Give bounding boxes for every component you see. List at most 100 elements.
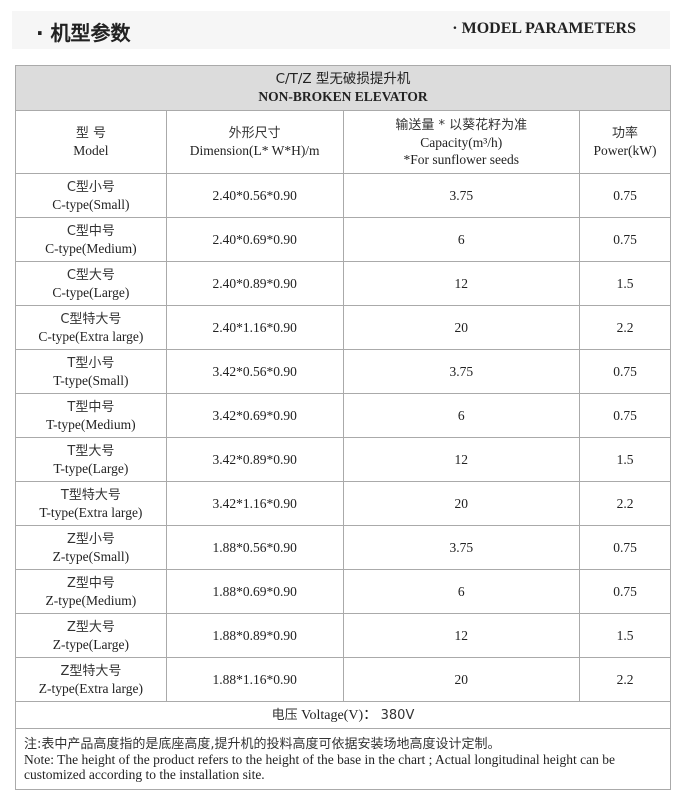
power-cell: 1.5 <box>579 613 671 658</box>
model-en: T-type(Small) <box>53 372 129 388</box>
model-en: C-type(Medium) <box>45 240 137 256</box>
voltage-row: 电压 Voltage(V)： 380V <box>15 701 671 729</box>
col-power-en: Power(kW) <box>593 143 657 158</box>
dimension-cell: 3.42*0.56*0.90 <box>165 349 344 394</box>
capacity-cell: 20 <box>342 305 581 350</box>
col-model-en: Model <box>73 143 109 158</box>
model-cn: C型小号 <box>66 179 115 195</box>
table-row: Z型小号 Z-type(Small) 1.88*0.56*0.90 3.75 0.… <box>15 525 671 570</box>
voltage-label: Voltage(V)： <box>301 707 378 723</box>
model-cn: T型小号 <box>67 355 115 371</box>
model-en: T-type(Medium) <box>46 416 136 432</box>
model-en: C-type(Large) <box>52 284 130 300</box>
model-cell: T型中号 T-type(Medium) <box>15 393 167 438</box>
table-row: C型大号 C-type(Large) 2.40*0.89*0.90 12 1.5 <box>15 261 671 306</box>
table-title-en: NON-BROKEN ELEVATOR <box>258 89 428 104</box>
capacity-cell: 6 <box>342 393 581 438</box>
capacity-cell: 3.75 <box>342 525 581 570</box>
model-cn: C型中号 <box>66 223 115 239</box>
power-cell: 0.75 <box>579 393 671 438</box>
model-cell: C型小号 C-type(Small) <box>15 173 167 218</box>
model-cell: T型小号 T-type(Small) <box>15 349 167 394</box>
table-row: Z型中号 Z-type(Medium) 1.88*0.69*0.90 6 0.75 <box>15 569 671 614</box>
model-cn: T型中号 <box>67 399 115 415</box>
dimension-cell: 2.40*0.56*0.90 <box>165 173 344 218</box>
dimension-cell: 2.40*0.69*0.90 <box>165 217 344 262</box>
dimension-cell: 1.88*0.56*0.90 <box>165 525 344 570</box>
power-cell: 2.2 <box>579 305 671 350</box>
capacity-cell: 3.75 <box>342 173 581 218</box>
capacity-cell: 6 <box>342 217 581 262</box>
dimension-cell: 1.88*0.69*0.90 <box>165 569 344 614</box>
voltage-value: 380V <box>380 707 415 723</box>
capacity-cell: 20 <box>342 657 581 702</box>
power-cell: 0.75 <box>579 173 671 218</box>
model-en: C-type(Small) <box>52 196 130 212</box>
col-capacity-cn: 输送量 * 以葵花籽为准 <box>395 117 528 133</box>
capacity-cell: 20 <box>342 481 581 526</box>
model-cell: C型中号 C-type(Medium) <box>15 217 167 262</box>
model-cn: T型大号 <box>67 443 115 459</box>
model-cn: Z型中号 <box>66 575 115 591</box>
table-row: Z型大号 Z-type(Large) 1.88*0.89*0.90 12 1.5 <box>15 613 671 658</box>
col-model-cn: 型 号 <box>75 126 106 141</box>
model-cell: C型特大号 C-type(Extra large) <box>15 305 167 350</box>
capacity-cell: 12 <box>342 437 581 482</box>
col-power-cn: 功率 <box>612 126 639 141</box>
capacity-cell: 6 <box>342 569 581 614</box>
section-header: · 机型参数 · MODEL PARAMETERS <box>12 11 670 49</box>
model-en: Z-type(Medium) <box>45 592 137 608</box>
table-row: C型特大号 C-type(Extra large) 2.40*1.16*0.90 … <box>15 305 671 350</box>
model-cn: Z型小号 <box>66 531 115 547</box>
dimension-cell: 3.42*1.16*0.90 <box>165 481 344 526</box>
model-cn: T型特大号 <box>60 487 121 503</box>
model-en: Z-type(Extra large) <box>38 680 144 696</box>
power-cell: 0.75 <box>579 569 671 614</box>
note-cn: 注:表中产品高度指的是底座高度,提升机的投料高度可依据安装场地高度设计定制。 <box>24 736 501 752</box>
power-cell: 1.5 <box>579 261 671 306</box>
col-capacity-en: Capacity(m³/h) <box>420 134 503 150</box>
parameters-table: C/T/Z 型无破损提升机 NON-BROKEN ELEVATOR 型 号 Mod… <box>15 65 671 790</box>
table-row: T型特大号 T-type(Extra large) 3.42*1.16*0.90 … <box>15 481 671 526</box>
voltage-cn: 电压 <box>271 707 298 723</box>
section-title-cn: · 机型参数 <box>36 21 131 45</box>
model-cn: Z型大号 <box>66 619 115 635</box>
table-row: C型中号 C-type(Medium) 2.40*0.69*0.90 6 0.75 <box>15 217 671 262</box>
col-dimension: 外形尺寸 Dimension(L* W*H)/m <box>165 110 344 174</box>
table-row: C型小号 C-type(Small) 2.40*0.56*0.90 3.75 0.… <box>15 173 671 218</box>
model-cell: Z型大号 Z-type(Large) <box>15 613 167 658</box>
model-cn: Z型特大号 <box>60 663 122 679</box>
col-power: 功率 Power(kW) <box>579 110 671 174</box>
table-row: Z型特大号 Z-type(Extra large) 1.88*1.16*0.90 … <box>15 657 671 702</box>
col-capacity: 输送量 * 以葵花籽为准 Capacity(m³/h) *For sunflower… <box>342 110 581 174</box>
capacity-cell: 12 <box>342 261 581 306</box>
dimension-cell: 1.88*1.16*0.90 <box>165 657 344 702</box>
model-cn: C型大号 <box>66 267 115 283</box>
model-cell: Z型小号 Z-type(Small) <box>15 525 167 570</box>
power-cell: 0.75 <box>579 525 671 570</box>
power-cell: 2.2 <box>579 481 671 526</box>
table-title-cn: C/T/Z 型无破损提升机 <box>275 71 411 87</box>
power-cell: 2.2 <box>579 657 671 702</box>
dimension-cell: 3.42*0.89*0.90 <box>165 437 344 482</box>
dimension-cell: 1.88*0.89*0.90 <box>165 613 344 658</box>
model-cell: T型特大号 T-type(Extra large) <box>15 481 167 526</box>
col-capacity-note: *For sunflower seeds <box>403 151 520 167</box>
table-row: T型中号 T-type(Medium) 3.42*0.69*0.90 6 0.75 <box>15 393 671 438</box>
model-en: Z-type(Small) <box>52 548 130 564</box>
model-en: Z-type(Large) <box>52 636 129 652</box>
model-cell: Z型特大号 Z-type(Extra large) <box>15 657 167 702</box>
table-header-row: 型 号 Model 外形尺寸 Dimension(L* W*H)/m 输送量 * 以… <box>15 110 671 174</box>
table-title-row: C/T/Z 型无破损提升机 NON-BROKEN ELEVATOR <box>15 65 671 111</box>
model-cell: Z型中号 Z-type(Medium) <box>15 569 167 614</box>
model-en: T-type(Large) <box>53 460 129 476</box>
col-model: 型 号 Model <box>15 110 167 174</box>
col-dimension-en: Dimension(L* W*H)/m <box>189 143 320 158</box>
table-row: T型小号 T-type(Small) 3.42*0.56*0.90 3.75 0.… <box>15 349 671 394</box>
table-row: T型大号 T-type(Large) 3.42*0.89*0.90 12 1.5 <box>15 437 671 482</box>
col-dimension-cn: 外形尺寸 <box>228 126 281 141</box>
section-title-en: · MODEL PARAMETERS <box>452 20 636 37</box>
note-row: 注:表中产品高度指的是底座高度,提升机的投料高度可依据安装场地高度设计定制。 No… <box>15 728 671 790</box>
capacity-cell: 12 <box>342 613 581 658</box>
dimension-cell: 2.40*0.89*0.90 <box>165 261 344 306</box>
